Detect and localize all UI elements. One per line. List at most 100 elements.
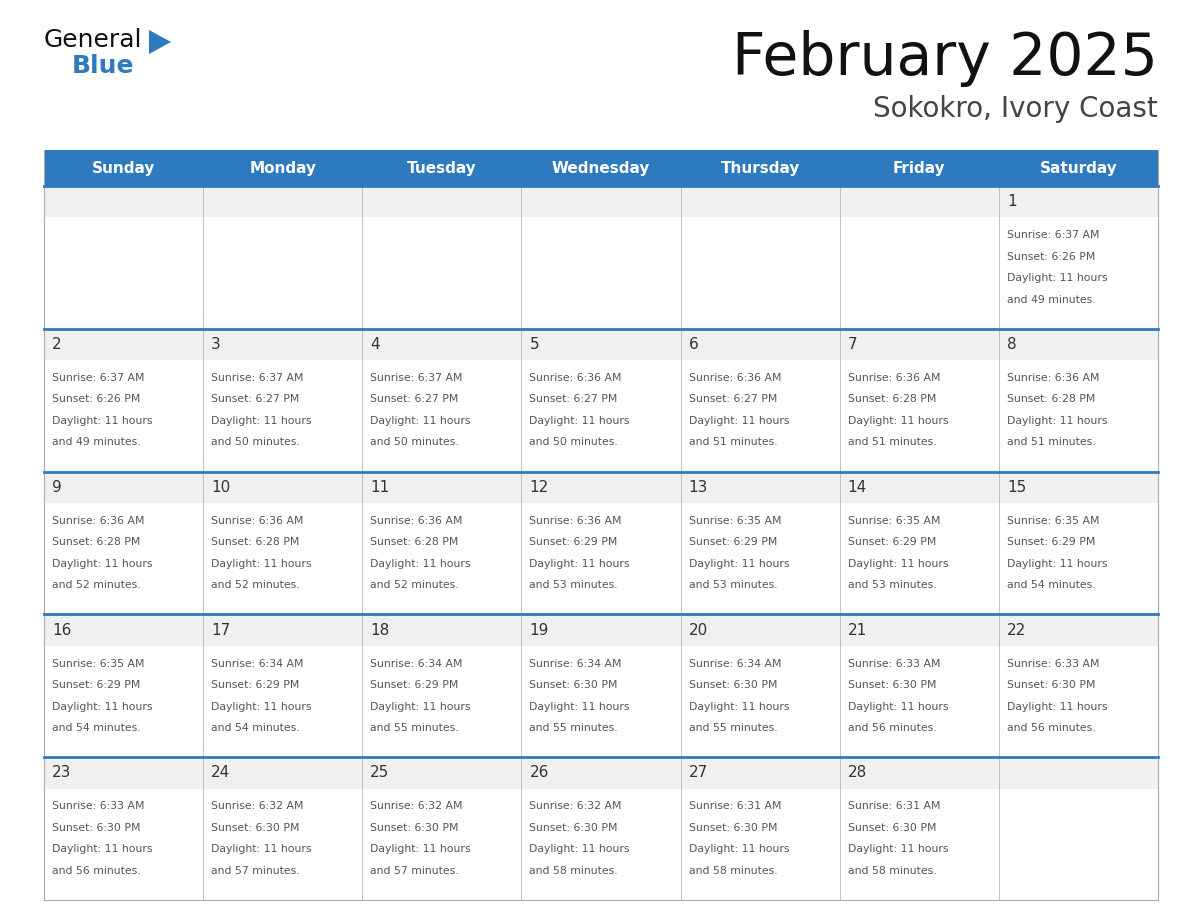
Text: Daylight: 11 hours: Daylight: 11 hours xyxy=(1007,274,1107,283)
Text: Daylight: 11 hours: Daylight: 11 hours xyxy=(211,416,311,426)
Text: Daylight: 11 hours: Daylight: 11 hours xyxy=(1007,701,1107,711)
Text: 6: 6 xyxy=(689,337,699,352)
Text: Sunrise: 6:34 AM: Sunrise: 6:34 AM xyxy=(211,659,304,668)
Text: and 57 minutes.: and 57 minutes. xyxy=(211,866,299,876)
Text: Daylight: 11 hours: Daylight: 11 hours xyxy=(848,701,948,711)
Text: 7: 7 xyxy=(848,337,858,352)
Bar xyxy=(840,614,999,646)
Text: Sunset: 6:30 PM: Sunset: 6:30 PM xyxy=(211,823,299,833)
Bar xyxy=(840,757,999,789)
Text: Daylight: 11 hours: Daylight: 11 hours xyxy=(371,701,470,711)
Bar xyxy=(840,789,999,900)
Bar xyxy=(44,218,203,329)
Bar xyxy=(44,757,203,789)
Bar xyxy=(999,789,1158,900)
Text: Sunrise: 6:37 AM: Sunrise: 6:37 AM xyxy=(52,373,145,383)
Text: and 58 minutes.: and 58 minutes. xyxy=(530,866,618,876)
Text: Thursday: Thursday xyxy=(720,161,800,175)
Bar xyxy=(203,646,362,757)
Text: Daylight: 11 hours: Daylight: 11 hours xyxy=(52,845,152,855)
Text: and 55 minutes.: and 55 minutes. xyxy=(371,723,459,733)
Bar xyxy=(362,218,522,329)
Text: and 53 minutes.: and 53 minutes. xyxy=(689,580,777,590)
Text: Daylight: 11 hours: Daylight: 11 hours xyxy=(530,559,630,569)
Text: Sunset: 6:30 PM: Sunset: 6:30 PM xyxy=(371,823,459,833)
Text: Daylight: 11 hours: Daylight: 11 hours xyxy=(371,416,470,426)
Bar xyxy=(44,503,203,614)
Bar xyxy=(44,150,1158,186)
Text: Sunset: 6:26 PM: Sunset: 6:26 PM xyxy=(1007,252,1095,262)
Text: and 56 minutes.: and 56 minutes. xyxy=(1007,723,1095,733)
Bar xyxy=(522,360,681,472)
Text: and 55 minutes.: and 55 minutes. xyxy=(530,723,618,733)
Bar xyxy=(522,646,681,757)
Bar xyxy=(362,503,522,614)
Text: 8: 8 xyxy=(1007,337,1017,352)
Text: Sunrise: 6:31 AM: Sunrise: 6:31 AM xyxy=(689,801,781,812)
Text: Sunrise: 6:37 AM: Sunrise: 6:37 AM xyxy=(211,373,304,383)
Text: Sunrise: 6:36 AM: Sunrise: 6:36 AM xyxy=(848,373,940,383)
Text: Sunrise: 6:34 AM: Sunrise: 6:34 AM xyxy=(530,659,623,668)
Text: Sunset: 6:27 PM: Sunset: 6:27 PM xyxy=(689,395,777,405)
Text: and 54 minutes.: and 54 minutes. xyxy=(52,723,140,733)
Text: February 2025: February 2025 xyxy=(732,30,1158,87)
Bar xyxy=(681,218,840,329)
Bar xyxy=(362,757,522,789)
Text: and 54 minutes.: and 54 minutes. xyxy=(1007,580,1095,590)
Text: Wednesday: Wednesday xyxy=(551,161,650,175)
Text: Sunset: 6:30 PM: Sunset: 6:30 PM xyxy=(848,680,936,690)
Bar xyxy=(362,472,522,503)
Text: and 58 minutes.: and 58 minutes. xyxy=(689,866,777,876)
Bar xyxy=(44,186,203,218)
Text: 17: 17 xyxy=(211,622,230,638)
Text: 12: 12 xyxy=(530,480,549,495)
Text: 5: 5 xyxy=(530,337,539,352)
Text: Sunrise: 6:33 AM: Sunrise: 6:33 AM xyxy=(52,801,145,812)
Text: Sunrise: 6:33 AM: Sunrise: 6:33 AM xyxy=(1007,659,1099,668)
Text: and 53 minutes.: and 53 minutes. xyxy=(530,580,618,590)
Text: 24: 24 xyxy=(211,766,230,780)
Text: 2: 2 xyxy=(52,337,62,352)
Text: and 52 minutes.: and 52 minutes. xyxy=(371,580,459,590)
Text: and 56 minutes.: and 56 minutes. xyxy=(52,866,140,876)
Text: Sunset: 6:29 PM: Sunset: 6:29 PM xyxy=(371,680,459,690)
Text: Sunrise: 6:32 AM: Sunrise: 6:32 AM xyxy=(530,801,623,812)
Bar xyxy=(681,360,840,472)
Bar xyxy=(999,503,1158,614)
Text: Monday: Monday xyxy=(249,161,316,175)
Bar xyxy=(999,614,1158,646)
Bar xyxy=(840,503,999,614)
Bar xyxy=(203,472,362,503)
Text: 16: 16 xyxy=(52,622,71,638)
Bar xyxy=(999,646,1158,757)
Bar xyxy=(681,646,840,757)
Bar xyxy=(999,329,1158,360)
Bar xyxy=(44,646,203,757)
Text: Blue: Blue xyxy=(72,54,134,78)
Text: Daylight: 11 hours: Daylight: 11 hours xyxy=(530,701,630,711)
Text: Sunrise: 6:34 AM: Sunrise: 6:34 AM xyxy=(371,659,463,668)
Bar xyxy=(203,186,362,218)
Text: and 52 minutes.: and 52 minutes. xyxy=(52,580,140,590)
Text: Sunrise: 6:36 AM: Sunrise: 6:36 AM xyxy=(1007,373,1099,383)
Text: Sunrise: 6:35 AM: Sunrise: 6:35 AM xyxy=(1007,516,1099,526)
Text: 15: 15 xyxy=(1007,480,1026,495)
Text: 19: 19 xyxy=(530,622,549,638)
Text: Daylight: 11 hours: Daylight: 11 hours xyxy=(211,701,311,711)
Text: Sunset: 6:28 PM: Sunset: 6:28 PM xyxy=(52,537,140,547)
Text: Sunrise: 6:37 AM: Sunrise: 6:37 AM xyxy=(1007,230,1099,241)
Text: and 51 minutes.: and 51 minutes. xyxy=(1007,437,1095,447)
Text: Sunrise: 6:36 AM: Sunrise: 6:36 AM xyxy=(689,373,781,383)
Bar xyxy=(522,186,681,218)
Text: Sunset: 6:27 PM: Sunset: 6:27 PM xyxy=(371,395,459,405)
Text: Sunset: 6:30 PM: Sunset: 6:30 PM xyxy=(52,823,140,833)
Bar xyxy=(522,218,681,329)
Bar xyxy=(362,646,522,757)
Text: Daylight: 11 hours: Daylight: 11 hours xyxy=(371,845,470,855)
Text: Daylight: 11 hours: Daylight: 11 hours xyxy=(689,845,789,855)
Bar xyxy=(681,472,840,503)
Bar xyxy=(840,472,999,503)
Text: Sunset: 6:29 PM: Sunset: 6:29 PM xyxy=(1007,537,1095,547)
Bar xyxy=(681,614,840,646)
Bar xyxy=(840,360,999,472)
